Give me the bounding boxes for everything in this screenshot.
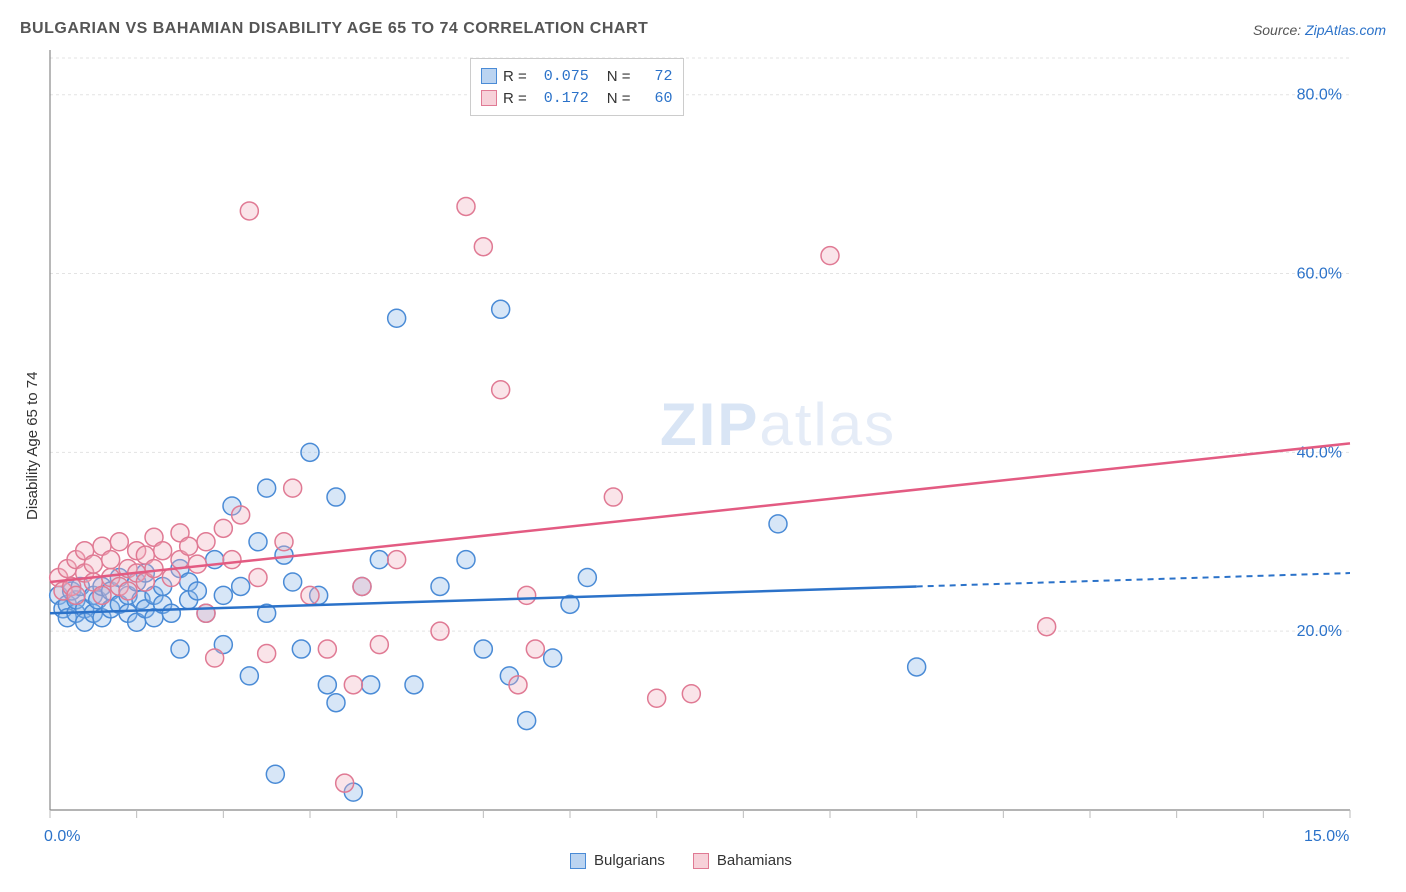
legend-n-value: 60 bbox=[637, 90, 673, 107]
legend-series-item: Bahamians bbox=[693, 852, 792, 869]
legend-series-name: Bahamians bbox=[717, 852, 792, 869]
correlation-legend: R = 0.075 N = 72 R = 0.172 N = 60 bbox=[470, 58, 684, 116]
legend-n-label: N = bbox=[607, 68, 631, 85]
series-legend: Bulgarians Bahamians bbox=[570, 852, 792, 869]
svg-text:20.0%: 20.0% bbox=[1297, 623, 1342, 640]
legend-r-label: R = bbox=[503, 90, 527, 107]
legend-n-value: 72 bbox=[637, 68, 673, 85]
legend-r-value: 0.172 bbox=[533, 90, 589, 107]
legend-swatch bbox=[693, 853, 709, 869]
chart-container: BULGARIAN VS BAHAMIAN DISABILITY AGE 65 … bbox=[0, 0, 1406, 892]
legend-swatch bbox=[481, 90, 497, 106]
legend-r-value: 0.075 bbox=[533, 68, 589, 85]
legend-swatch bbox=[570, 853, 586, 869]
scatter-chart: 20.0%40.0%60.0%80.0% bbox=[0, 0, 1406, 892]
svg-text:60.0%: 60.0% bbox=[1297, 266, 1342, 283]
x-axis-max-label: 15.0% bbox=[1304, 828, 1349, 846]
legend-stat-row: R = 0.075 N = 72 bbox=[481, 65, 673, 87]
svg-text:80.0%: 80.0% bbox=[1297, 87, 1342, 104]
legend-series-name: Bulgarians bbox=[594, 852, 665, 869]
legend-r-label: R = bbox=[503, 68, 527, 85]
legend-stat-row: R = 0.172 N = 60 bbox=[481, 87, 673, 109]
legend-swatch bbox=[481, 68, 497, 84]
x-axis-min-label: 0.0% bbox=[44, 828, 80, 846]
legend-series-item: Bulgarians bbox=[570, 852, 665, 869]
legend-n-label: N = bbox=[607, 90, 631, 107]
